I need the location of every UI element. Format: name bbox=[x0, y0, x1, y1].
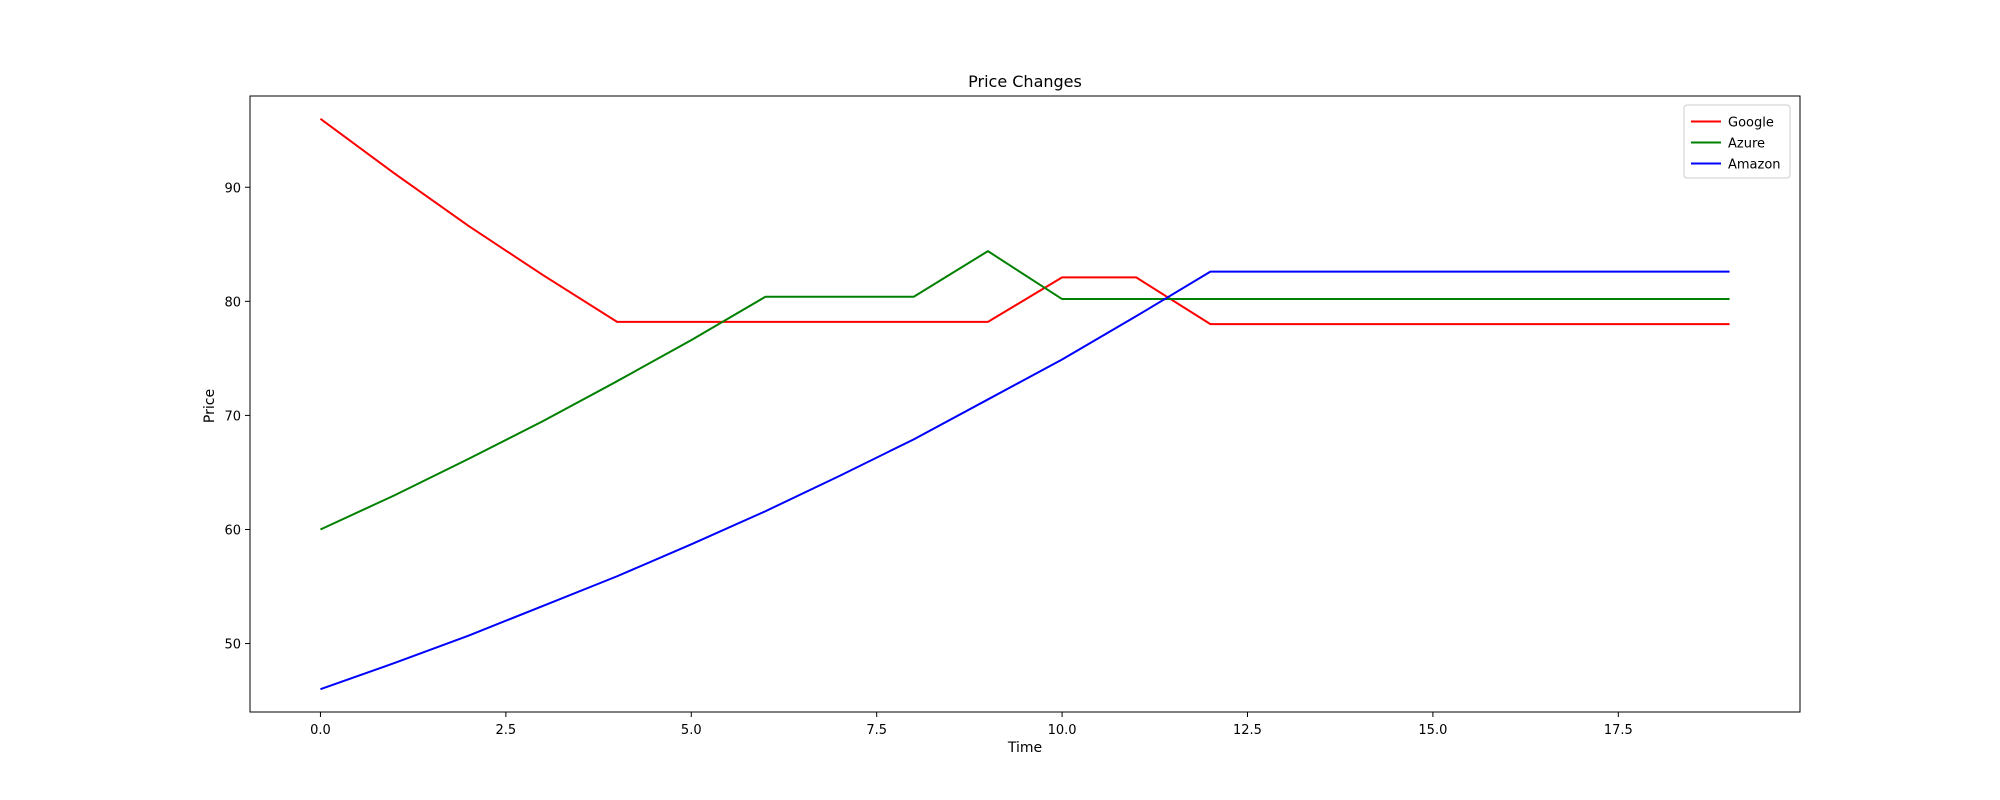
x-axis: 0.0 2.5 5.0 7.5 10.0 12.5 15.0 17.5 bbox=[310, 712, 1633, 738]
y-tick-label: 50 bbox=[224, 638, 241, 653]
y-tick-label: 90 bbox=[224, 181, 241, 196]
chart-title: Price Changes bbox=[968, 72, 1082, 91]
legend-box bbox=[1683, 104, 1791, 179]
series-line-google bbox=[319, 118, 1730, 326]
series-line-azure bbox=[320, 250, 1730, 531]
y-axis-label: Price bbox=[202, 389, 218, 423]
y-tick-label: 60 bbox=[224, 523, 241, 538]
x-tick-label: 7.5 bbox=[866, 723, 887, 738]
series-line-amazon bbox=[320, 270, 1730, 691]
x-tick-label: 0.0 bbox=[310, 723, 331, 738]
plot-series-group bbox=[319, 118, 1730, 691]
x-tick-label: 17.5 bbox=[1604, 723, 1633, 738]
y-tick-label: 70 bbox=[224, 409, 241, 424]
legend-label-azure: Azure bbox=[1728, 137, 1765, 152]
legend-label-amazon: Amazon bbox=[1728, 158, 1781, 173]
x-tick-label: 5.0 bbox=[681, 723, 702, 738]
x-tick-label: 2.5 bbox=[496, 723, 517, 738]
x-axis-label: Time bbox=[1007, 740, 1042, 756]
x-tick-label: 15.0 bbox=[1418, 723, 1447, 738]
legend: Google Azure Amazon bbox=[1683, 104, 1791, 179]
y-tick-label: 80 bbox=[224, 295, 241, 310]
plot-frame bbox=[249, 95, 1801, 713]
x-tick-label: 12.5 bbox=[1233, 723, 1262, 738]
x-tick-label: 10.0 bbox=[1048, 723, 1077, 738]
legend-label-google: Google bbox=[1728, 116, 1774, 131]
y-axis: 50 60 70 80 90 bbox=[224, 181, 250, 653]
